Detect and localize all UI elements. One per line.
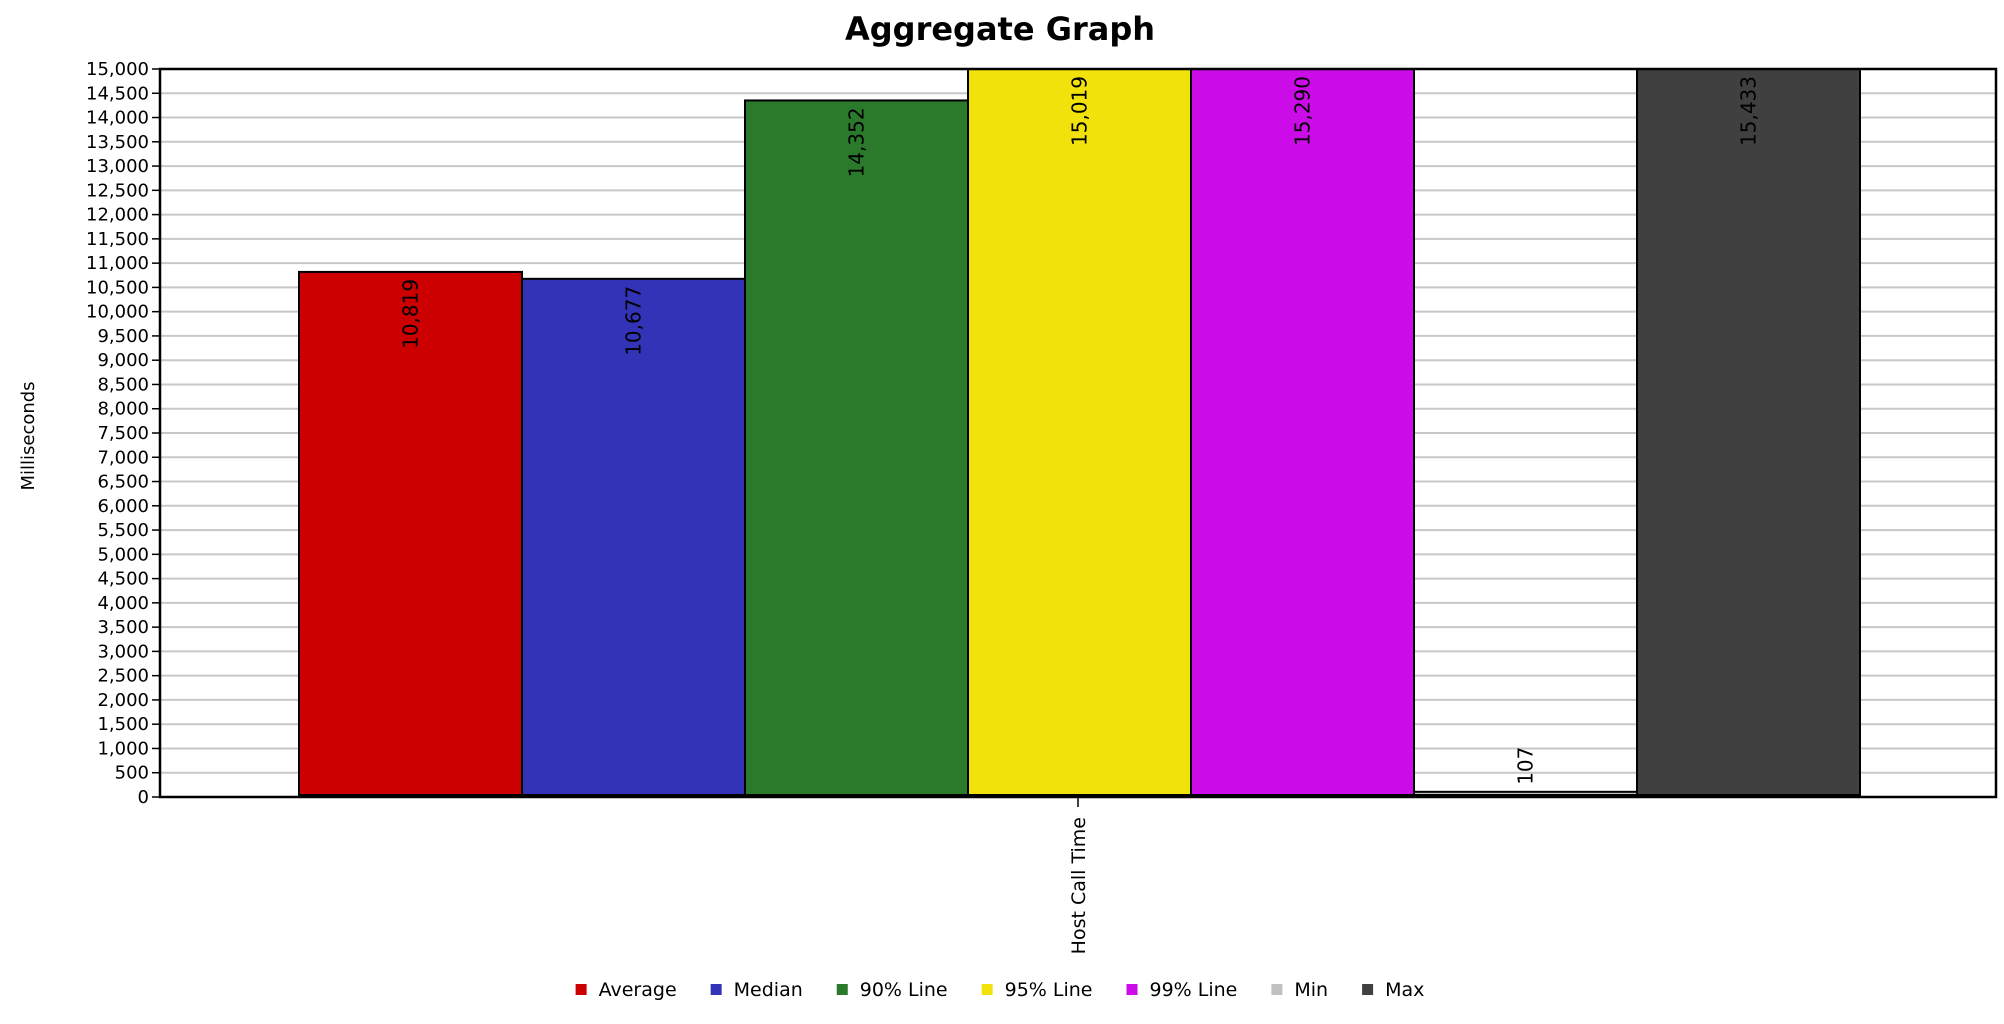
bar-value-label: 10,819 [399,279,423,349]
x-tick-label: Host Call Time [1068,817,1090,954]
y-tick-label: 500 [115,763,149,784]
y-axis-ticks: 0 500 1,000 1,500 2,000 2,500 3,000 3,500 4,000 4… [86,59,160,808]
bar [744,99,969,797]
y-tick-label: 1,500 [97,714,149,735]
bar [298,270,523,797]
y-tick-label: 9,500 [97,326,149,347]
y-tick-label: 7,500 [97,423,149,444]
bar-value-label: 15,019 [1068,76,1092,146]
y-tick-label: 2,000 [97,690,149,711]
y-tick-label: 6,500 [97,472,149,493]
y-tick-label: 11,000 [86,253,149,274]
y-tick-label: 14,000 [86,108,149,129]
legend-label: 95% Line [1005,979,1093,1001]
legend-item: 99% Line [1126,979,1238,1001]
y-tick-label: 1,000 [97,738,149,759]
bar-value-label: 10,677 [622,286,646,356]
y-tick-label: 7,000 [97,447,149,468]
legend-swatch [1126,984,1138,995]
bar [967,68,1192,796]
legend-swatch [836,984,848,995]
legend-item: Average [575,979,677,1001]
legend-item: 95% Line [981,979,1093,1001]
x-axis-ticks: Host Call Time [1068,797,1090,954]
legend: Average Median 90% Line 95% Line 99% Line Min… [575,979,1424,1001]
bars [298,68,1861,797]
legend-item: 90% Line [836,979,948,1001]
legend-label: 90% Line [860,979,948,1001]
legend-item: Min [1271,979,1328,1001]
y-tick-label: 5,000 [97,544,149,565]
legend-label: Average [599,979,677,1001]
legend-label: Median [734,979,803,1001]
bar-value-label: 15,433 [1737,76,1761,146]
legend-swatch [981,984,993,995]
y-tick-label: 5,500 [97,520,149,541]
bar-value-label: 15,290 [1291,76,1315,146]
y-tick-label: 3,000 [97,641,149,662]
legend-swatch [710,984,722,995]
y-tick-label: 8,500 [97,374,149,395]
legend-label: Min [1294,979,1328,1001]
bar-value-label: 14,352 [845,107,869,177]
y-tick-label: 9,000 [97,350,149,371]
legend-item: Median [710,979,803,1001]
y-tick-label: 3,500 [97,617,149,638]
legend-swatch [1362,984,1374,995]
bar [521,277,746,797]
bar [1413,790,1638,797]
y-tick-label: 15,000 [86,59,149,80]
y-tick-label: 10,000 [86,302,149,323]
legend-swatch [575,984,587,995]
legend-label: Max [1385,979,1424,1001]
y-tick-label: 12,000 [86,205,149,226]
y-tick-label: 0 [138,787,149,808]
y-tick-label: 8,000 [97,399,149,420]
y-tick-label: 10,500 [86,277,149,298]
y-axis-label: Milliseconds [18,381,39,490]
bar [1190,68,1415,796]
y-tick-label: 2,500 [97,666,149,687]
y-tick-label: 6,000 [97,496,149,517]
chart-title: Aggregate Graph [845,10,1155,48]
bar [1636,68,1861,796]
legend-item: Max [1362,979,1424,1001]
legend-swatch [1271,984,1283,995]
y-tick-label: 11,500 [86,229,149,250]
legend-label: 99% Line [1150,979,1238,1001]
y-tick-label: 14,500 [86,83,149,104]
y-tick-label: 12,500 [86,180,149,201]
bar-value-label: 107 [1514,747,1538,785]
y-tick-label: 13,500 [86,132,149,153]
value-labels: 10,819 10,677 14,352 15,019 15,290 107 15,433 [399,76,1761,785]
y-tick-label: 4,000 [97,593,149,614]
y-tick-label: 13,000 [86,156,149,177]
y-tick-label: 4,500 [97,569,149,590]
